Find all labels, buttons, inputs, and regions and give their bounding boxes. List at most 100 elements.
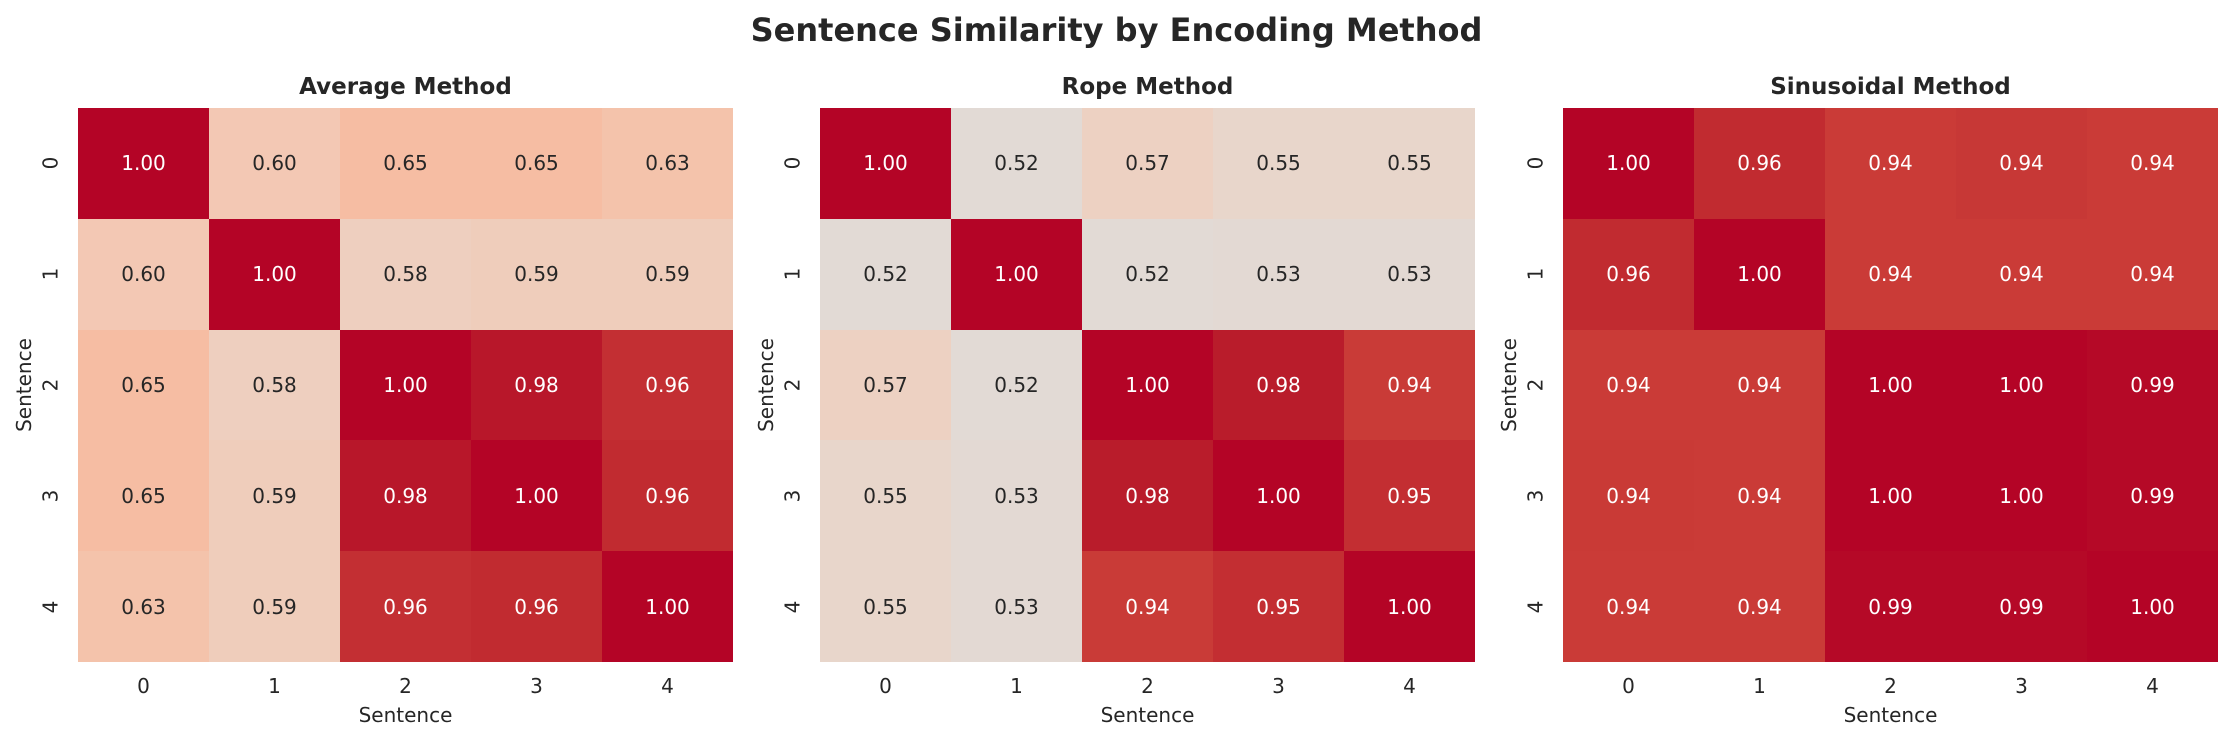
heatmap-cell: 0.65	[340, 108, 471, 219]
heatmap-cell: 0.63	[78, 551, 209, 662]
x-axis-label: Sentence	[358, 703, 453, 727]
heatmap-cell: 1.00	[1956, 440, 2087, 552]
figure-title: Sentence Similarity by Encoding Method	[750, 11, 1483, 49]
heatmap-cell: 0.96	[1694, 108, 1825, 219]
heatmap-cell: 0.59	[602, 218, 733, 330]
heatmap-panel-average: Average Method 1.00 0.60 0.65 0.65 0.63 0.60 1.…	[12, 0, 733, 740]
heatmap-cell: 0.94	[1563, 440, 1694, 552]
heatmap-cell: 1.00	[1563, 108, 1694, 219]
heatmap-cell: 0.57	[1082, 108, 1213, 219]
y-tick-label: 2	[1522, 378, 1547, 392]
heatmap-cell: 0.59	[209, 551, 340, 662]
heatmap-cell: 0.52	[951, 108, 1082, 219]
y-axis-ticks: 0 1 2 3 4	[776, 108, 808, 662]
x-axis-ticks: 0 1 2 3 4	[1563, 672, 2218, 700]
heatmap-cell: 0.53	[1213, 218, 1344, 330]
heatmap-cell: 0.94	[1694, 329, 1825, 441]
heatmap-cell: 0.99	[1825, 551, 1956, 662]
x-axis-ticks: 0 1 2 3 4	[820, 672, 1475, 700]
x-tick-label: 4	[661, 674, 674, 698]
heatmap-cell: 1.00	[1344, 551, 1475, 662]
heatmap-cell: 0.59	[471, 218, 602, 330]
heatmap-cell: 0.98	[471, 329, 602, 441]
y-axis-ticks: 0 1 2 3 4	[1519, 108, 1551, 662]
heatmap-cell: 0.63	[602, 108, 733, 219]
heatmap-cell: 0.94	[2087, 108, 2218, 219]
heatmap-cell: 1.00	[1694, 218, 1825, 330]
heatmap-cell: 1.00	[1825, 329, 1956, 441]
heatmap-cell: 0.94	[1956, 108, 2087, 219]
heatmap-cell: 0.55	[820, 440, 951, 552]
heatmap-cell: 0.60	[209, 108, 340, 219]
heatmap-cell: 0.95	[1344, 440, 1475, 552]
heatmap-cell: 0.55	[1213, 108, 1344, 219]
heatmap-cell: 0.94	[1694, 551, 1825, 662]
panel-title: Average Method	[299, 74, 512, 100]
heatmap-cell: 0.60	[78, 218, 209, 330]
heatmap-cell: 0.94	[1694, 440, 1825, 552]
heatmap-cell: 0.52	[1082, 218, 1213, 330]
y-axis-ticks: 0 1 2 3 4	[34, 108, 66, 662]
heatmap-cell: 0.96	[602, 329, 733, 441]
heatmap-cell: 1.00	[602, 551, 733, 662]
heatmap-grid: 1.00 0.96 0.94 0.94 0.94 0.96 1.00 0.94 0.94 0.94…	[1563, 108, 2218, 662]
y-tick-label: 3	[37, 489, 62, 503]
heatmap-cell: 0.98	[1082, 440, 1213, 552]
y-tick-label: 4	[1522, 600, 1547, 613]
heatmap-cell: 1.00	[209, 218, 340, 330]
x-tick-label: 3	[530, 674, 543, 698]
heatmap-cell: 0.96	[340, 551, 471, 662]
x-tick-label: 2	[1141, 674, 1154, 698]
heatmap-cell: 0.53	[951, 440, 1082, 552]
y-tick-label: 3	[779, 489, 804, 503]
heatmap-cell: 0.58	[209, 329, 340, 441]
heatmap-cell: 0.94	[1563, 551, 1694, 662]
x-tick-label: 1	[1753, 674, 1766, 698]
heatmap-cell: 0.55	[820, 551, 951, 662]
y-tick-label: 1	[1522, 267, 1547, 281]
heatmap-cell: 1.00	[820, 108, 951, 219]
heatmap-cell: 1.00	[340, 329, 471, 441]
heatmap-cell: 1.00	[471, 440, 602, 552]
heatmap-cell: 1.00	[1825, 440, 1956, 552]
heatmap-cell: 1.00	[1213, 440, 1344, 552]
x-axis-ticks: 0 1 2 3 4	[78, 672, 733, 700]
y-tick-label: 1	[37, 267, 62, 281]
y-tick-label: 1	[779, 267, 804, 281]
heatmap-cell: 1.00	[1956, 329, 2087, 441]
heatmap-cell: 0.52	[951, 329, 1082, 441]
panel-title: Rope Method	[1061, 74, 1234, 100]
x-tick-label: 1	[268, 674, 281, 698]
heatmap-cell: 1.00	[78, 108, 209, 219]
y-tick-label: 4	[779, 600, 804, 613]
heatmap-cell: 0.95	[1213, 551, 1344, 662]
heatmap-cell: 1.00	[1082, 329, 1213, 441]
heatmap-cell: 0.65	[78, 329, 209, 441]
x-axis-label: Sentence	[1100, 703, 1195, 727]
y-tick-label: 0	[1522, 157, 1547, 170]
heatmap-cell: 0.96	[471, 551, 602, 662]
x-axis-label: Sentence	[1843, 703, 1938, 727]
heatmap-cell: 0.94	[1825, 108, 1956, 219]
x-tick-label: 0	[1622, 674, 1635, 698]
heatmap-cell: 0.55	[1344, 108, 1475, 219]
heatmap-cell: 0.96	[1563, 218, 1694, 330]
heatmap-grid: 1.00 0.52 0.57 0.55 0.55 0.52 1.00 0.52 0.53 0.53…	[820, 108, 1475, 662]
x-tick-label: 0	[137, 674, 150, 698]
y-axis-label: Sentence	[1497, 338, 1521, 432]
heatmap-cell: 0.99	[2087, 440, 2218, 552]
x-tick-label: 0	[879, 674, 892, 698]
x-tick-label: 3	[1272, 674, 1285, 698]
y-tick-label: 0	[37, 157, 62, 170]
heatmap-cell: 0.94	[1563, 329, 1694, 441]
heatmap-cell: 0.98	[340, 440, 471, 552]
heatmap-cell: 0.52	[820, 218, 951, 330]
heatmap-grid: 1.00 0.60 0.65 0.65 0.63 0.60 1.00 0.58 0.59 0.59…	[78, 108, 733, 662]
x-tick-label: 2	[399, 674, 412, 698]
x-tick-label: 2	[1884, 674, 1897, 698]
y-tick-label: 3	[1522, 489, 1547, 503]
panel-title: Sinusoidal Method	[1770, 74, 2011, 100]
heatmap-panel-sinusoidal: Sinusoidal Method 1.00 0.96 0.94 0.94 0.94 0.9…	[1497, 0, 2218, 740]
x-tick-label: 4	[1403, 674, 1416, 698]
y-tick-label: 2	[779, 378, 804, 392]
